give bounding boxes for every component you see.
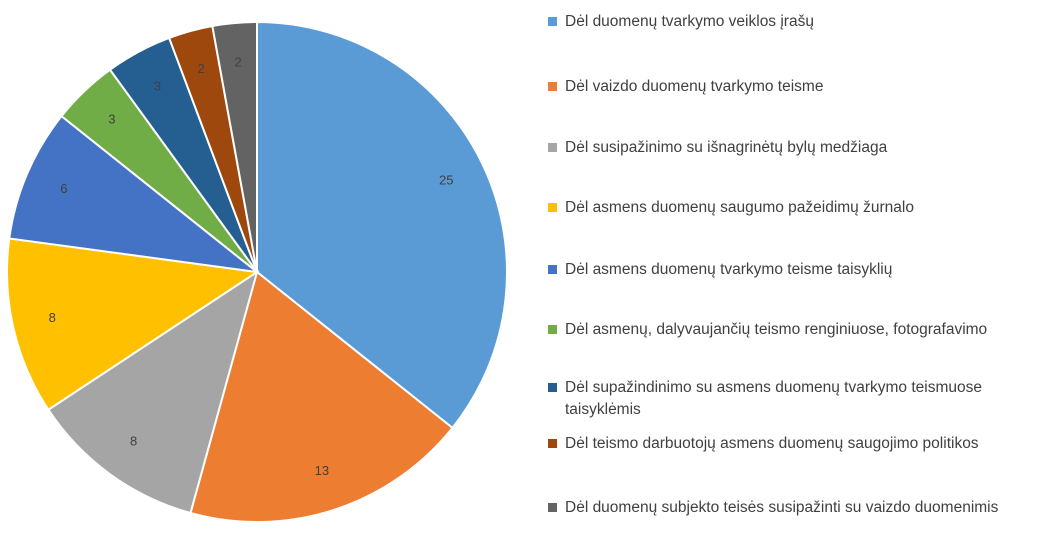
data-label: 3 (108, 112, 115, 127)
legend-item: Dėl duomenų subjekto teisės susipažinti … (548, 497, 1033, 519)
legend-item: Dėl vaizdo duomenų tvarkymo teisme (548, 76, 1033, 98)
legend-label: Dėl supažindinimo su asmens duomenų tvar… (565, 379, 982, 418)
pie-slice (211, 20, 258, 273)
legend-swatch (548, 325, 557, 334)
legend-label: Dėl asmens duomenų tvarkymo teisme taisy… (565, 261, 893, 278)
legend-label: Dėl asmenų, dalyvaujančių teismo rengini… (565, 321, 988, 338)
pie-slice (6, 237, 260, 412)
legend-swatch (548, 143, 557, 152)
pie-slice (46, 269, 259, 515)
data-label: 2 (235, 54, 242, 69)
data-label: 13 (315, 463, 329, 478)
pie-area: 25 13 8 8 6 3 3 2 2 (6, 20, 508, 523)
pie-slice (256, 20, 508, 430)
legend-label: Dėl duomenų subjekto teisės susipažinti … (565, 499, 999, 516)
legend-item: Dėl asmens duomenų saugumo pažeidimų žur… (548, 197, 1033, 219)
legend-swatch (548, 503, 557, 512)
legend-swatch (548, 439, 557, 448)
data-label: 3 (154, 79, 161, 94)
data-label: 2 (198, 61, 205, 76)
pie-slice (189, 270, 454, 523)
legend-label: Dėl teismo darbuotojų asmens duomenų sau… (565, 435, 979, 452)
legend-swatch (548, 17, 557, 26)
legend-item: Dėl duomenų tvarkymo veiklos įrašų (548, 11, 1033, 33)
data-label: 8 (130, 433, 137, 448)
legend-item: Dėl supažindinimo su asmens duomenų tvar… (548, 377, 1033, 421)
legend-label: Dėl asmens duomenų saugumo pažeidimų žur… (565, 199, 914, 216)
data-label: 8 (49, 310, 56, 325)
legend-item: Dėl asmenų, dalyvaujančių teismo rengini… (548, 319, 1033, 341)
legend-swatch (548, 383, 557, 392)
legend-item: Dėl asmens duomenų tvarkymo teisme taisy… (548, 259, 1033, 281)
legend-label: Dėl susipažinimo su išnagrinėtų bylų med… (565, 139, 888, 156)
data-label: 25 (439, 172, 453, 187)
legend-swatch (548, 203, 557, 212)
legend-label: Dėl vaizdo duomenų tvarkymo teisme (565, 78, 824, 95)
legend-swatch (548, 265, 557, 274)
legend-item: Dėl teismo darbuotojų asmens duomenų sau… (548, 433, 1033, 455)
legend-item: Dėl susipažinimo su išnagrinėtų bylų med… (548, 137, 1033, 159)
legend-label: Dėl duomenų tvarkymo veiklos įrašų (565, 13, 814, 30)
legend-swatch (548, 82, 557, 91)
pie-slice (8, 114, 261, 274)
data-label: 6 (60, 181, 67, 196)
